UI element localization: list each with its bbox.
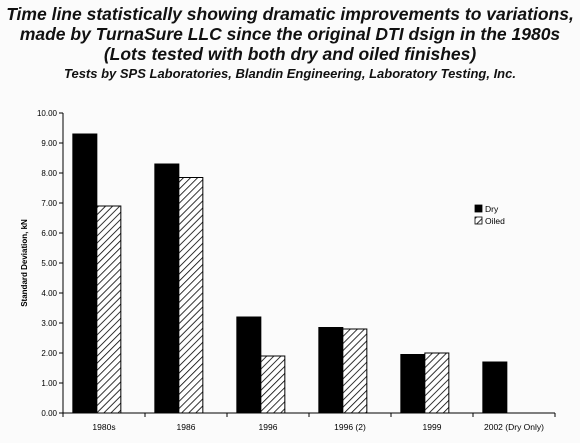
legend-swatch-dry — [474, 204, 483, 213]
y-tick-label: 2.00 — [41, 349, 57, 358]
y-tick-label: 1.00 — [41, 379, 57, 388]
bar-oiled-2 — [260, 355, 286, 414]
y-tick-label: 9.00 — [41, 139, 57, 148]
legend-label-oiled: Oiled — [485, 216, 505, 226]
y-tick-label: 10.00 — [37, 109, 58, 118]
chart-subtitle: Tests by SPS Laboratories, Blandin Engin… — [64, 66, 516, 81]
chart-title-line-1: Time line statistically showing dramatic… — [6, 4, 574, 24]
bar-oiled-3 — [342, 328, 368, 414]
x-tick-label: 1999 — [423, 422, 442, 432]
y-tick-label: 3.00 — [41, 319, 57, 328]
bar-oiled-1 — [178, 177, 204, 414]
bar-dry-4 — [400, 354, 426, 414]
x-tick-label: 1986 — [177, 422, 196, 432]
y-axis-label: Standard Deviation, kN — [20, 219, 29, 307]
bar-dry-0 — [72, 133, 98, 414]
y-tick-label: 6.00 — [41, 229, 57, 238]
legend-swatch-oiled — [474, 216, 483, 225]
y-tick-label: 0.00 — [41, 409, 57, 418]
y-tick-label: 7.00 — [41, 199, 57, 208]
x-tick-label: 1980s — [92, 422, 115, 432]
y-tick-label: 5.00 — [41, 259, 57, 268]
y-tick-label: 4.00 — [41, 289, 57, 298]
x-tick-label: 1996 (2) — [334, 422, 366, 432]
bar-dry-1 — [154, 163, 180, 414]
bar-dry-2 — [236, 316, 262, 414]
chart-title-line-2: made by TurnaSure LLC since the original… — [19, 24, 561, 44]
legend-label-dry: Dry — [485, 204, 499, 214]
x-tick-label: 2002 (Dry Only) — [484, 422, 544, 432]
bar-oiled-0 — [96, 205, 122, 414]
y-tick-label: 8.00 — [41, 169, 57, 178]
bar-dry-3 — [318, 327, 344, 414]
chart-titles: Time line statistically showing dramatic… — [0, 4, 580, 82]
bar-dry-5 — [482, 361, 508, 414]
chart-title-line-3: (Lots tested with both dry and oiled fin… — [103, 44, 477, 64]
bar-oiled-4 — [424, 352, 450, 414]
x-tick-label: 1996 — [259, 422, 278, 432]
